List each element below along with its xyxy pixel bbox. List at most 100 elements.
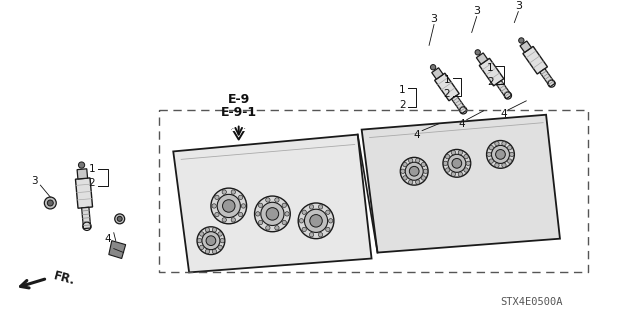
Text: 3: 3 <box>515 1 522 11</box>
Circle shape <box>44 197 56 209</box>
Circle shape <box>444 161 447 166</box>
Text: 1: 1 <box>444 75 450 85</box>
Polygon shape <box>362 115 560 253</box>
Circle shape <box>408 180 413 184</box>
Circle shape <box>487 152 492 157</box>
Circle shape <box>282 203 287 207</box>
Circle shape <box>285 212 289 216</box>
Circle shape <box>79 162 84 168</box>
Circle shape <box>502 141 506 146</box>
Circle shape <box>215 195 219 200</box>
Circle shape <box>282 220 287 225</box>
Circle shape <box>458 150 463 155</box>
Circle shape <box>218 232 222 236</box>
Circle shape <box>421 162 426 167</box>
Circle shape <box>223 200 235 212</box>
Circle shape <box>205 249 209 254</box>
Circle shape <box>415 180 420 184</box>
Text: 2: 2 <box>487 77 494 87</box>
Circle shape <box>47 200 53 206</box>
Circle shape <box>495 150 506 159</box>
Circle shape <box>239 195 243 200</box>
Circle shape <box>310 215 323 227</box>
Polygon shape <box>76 178 93 208</box>
Circle shape <box>431 64 436 70</box>
Circle shape <box>489 145 493 150</box>
Circle shape <box>408 158 413 163</box>
Text: 2: 2 <box>399 100 406 110</box>
Circle shape <box>255 212 260 216</box>
Circle shape <box>255 196 291 232</box>
Polygon shape <box>82 207 91 229</box>
Text: 4: 4 <box>500 109 507 119</box>
Text: 4: 4 <box>104 234 111 244</box>
Circle shape <box>266 198 270 202</box>
Text: 4: 4 <box>414 130 420 140</box>
Circle shape <box>211 188 246 224</box>
Circle shape <box>200 232 204 236</box>
Text: E-9-1: E-9-1 <box>221 106 257 119</box>
Circle shape <box>266 208 278 220</box>
Circle shape <box>415 158 420 163</box>
Circle shape <box>458 172 463 176</box>
Text: 1: 1 <box>399 85 406 95</box>
Text: 1: 1 <box>487 63 494 73</box>
Circle shape <box>212 204 216 208</box>
Circle shape <box>259 220 263 225</box>
Circle shape <box>445 168 450 172</box>
Circle shape <box>508 145 512 150</box>
Circle shape <box>266 226 270 230</box>
Text: 3: 3 <box>31 176 38 186</box>
Circle shape <box>410 167 419 176</box>
Text: E-9: E-9 <box>228 93 250 106</box>
Polygon shape <box>540 69 555 87</box>
Circle shape <box>261 202 284 226</box>
Circle shape <box>475 50 481 55</box>
Circle shape <box>259 203 263 207</box>
Circle shape <box>464 168 468 172</box>
Circle shape <box>405 162 423 180</box>
Circle shape <box>197 239 202 243</box>
Circle shape <box>215 212 219 217</box>
Circle shape <box>451 150 456 155</box>
Circle shape <box>309 205 314 209</box>
Polygon shape <box>479 58 504 86</box>
Circle shape <box>197 227 225 255</box>
Circle shape <box>218 245 222 249</box>
Circle shape <box>200 245 204 249</box>
Circle shape <box>518 38 524 43</box>
Circle shape <box>452 159 461 168</box>
Polygon shape <box>432 68 443 79</box>
Text: 4: 4 <box>458 119 465 129</box>
Circle shape <box>328 219 333 223</box>
Circle shape <box>318 205 323 209</box>
Circle shape <box>239 212 243 217</box>
Circle shape <box>309 233 314 237</box>
Circle shape <box>421 176 426 180</box>
Circle shape <box>117 216 122 221</box>
Circle shape <box>509 152 514 157</box>
Text: 2: 2 <box>88 178 95 188</box>
Circle shape <box>222 218 227 222</box>
Circle shape <box>298 203 334 239</box>
Circle shape <box>492 145 509 163</box>
Polygon shape <box>520 41 531 52</box>
Circle shape <box>212 228 216 232</box>
Circle shape <box>300 219 303 223</box>
Polygon shape <box>476 53 488 64</box>
Circle shape <box>212 249 216 254</box>
Circle shape <box>231 218 236 222</box>
Text: 2: 2 <box>444 89 450 99</box>
Text: 3: 3 <box>473 6 480 16</box>
Circle shape <box>400 157 428 185</box>
Circle shape <box>326 210 330 214</box>
Circle shape <box>302 210 307 214</box>
Polygon shape <box>496 80 511 99</box>
Circle shape <box>205 228 209 232</box>
Circle shape <box>222 190 227 194</box>
Circle shape <box>424 169 428 174</box>
Circle shape <box>241 204 246 208</box>
Circle shape <box>115 214 125 224</box>
Circle shape <box>318 233 323 237</box>
Circle shape <box>495 163 499 167</box>
